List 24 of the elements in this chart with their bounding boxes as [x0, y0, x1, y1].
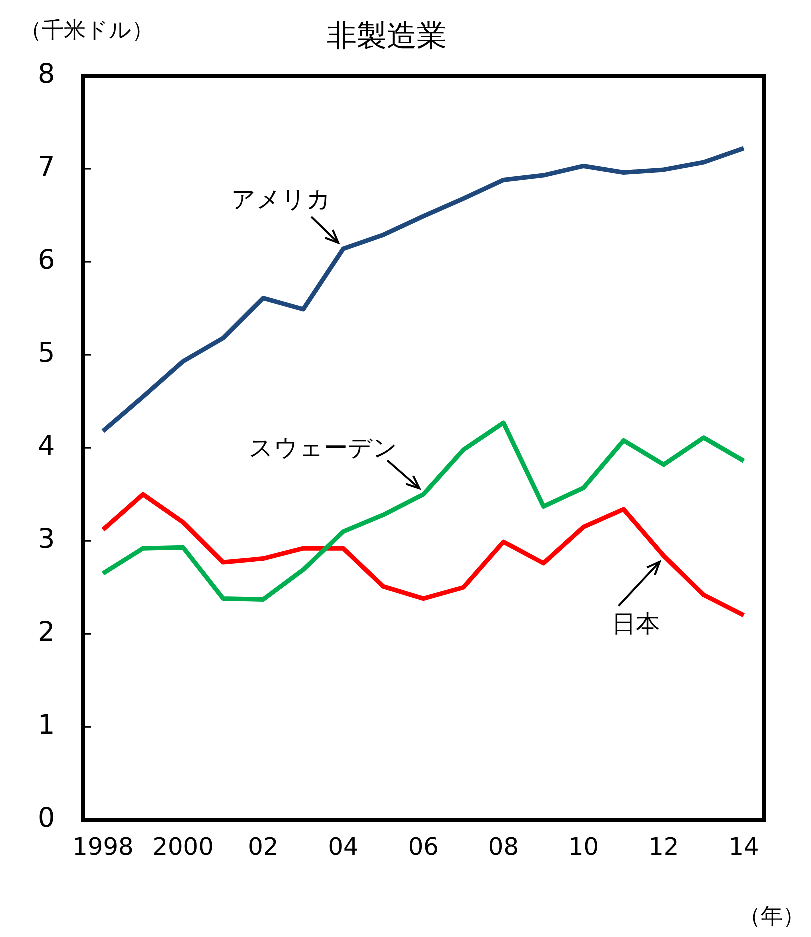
x-tick-label: 12	[648, 832, 680, 861]
x-tick-label: 06	[408, 832, 439, 861]
y-axis-title: （千米ドル）	[20, 18, 154, 44]
y-tick-label: 3	[38, 524, 56, 556]
chart-title: 非製造業	[327, 18, 447, 54]
series-label: 日本	[612, 610, 660, 638]
x-axis-title: （年）	[739, 904, 805, 930]
x-tick-label: 2000	[152, 832, 214, 861]
y-tick-label: 2	[38, 617, 56, 648]
x-tick-label: 08	[488, 832, 519, 861]
series-label: スウェーデン	[249, 434, 398, 462]
x-tick-label: 1998	[72, 832, 134, 861]
x-tick-label: 14	[728, 832, 760, 861]
y-tick-label: 1	[38, 710, 56, 742]
y-tick-label: 0	[38, 803, 56, 834]
x-tick-label: 10	[568, 832, 600, 861]
x-tick-label: 02	[248, 832, 279, 861]
y-tick-label: 6	[38, 245, 56, 276]
y-tick-label: 7	[38, 152, 56, 184]
y-tick-label: 8	[38, 59, 56, 90]
y-tick-label: 5	[38, 338, 56, 370]
series-label: アメリカ	[231, 185, 332, 214]
y-tick-label: 4	[38, 431, 56, 462]
x-tick-label: 04	[328, 832, 359, 861]
